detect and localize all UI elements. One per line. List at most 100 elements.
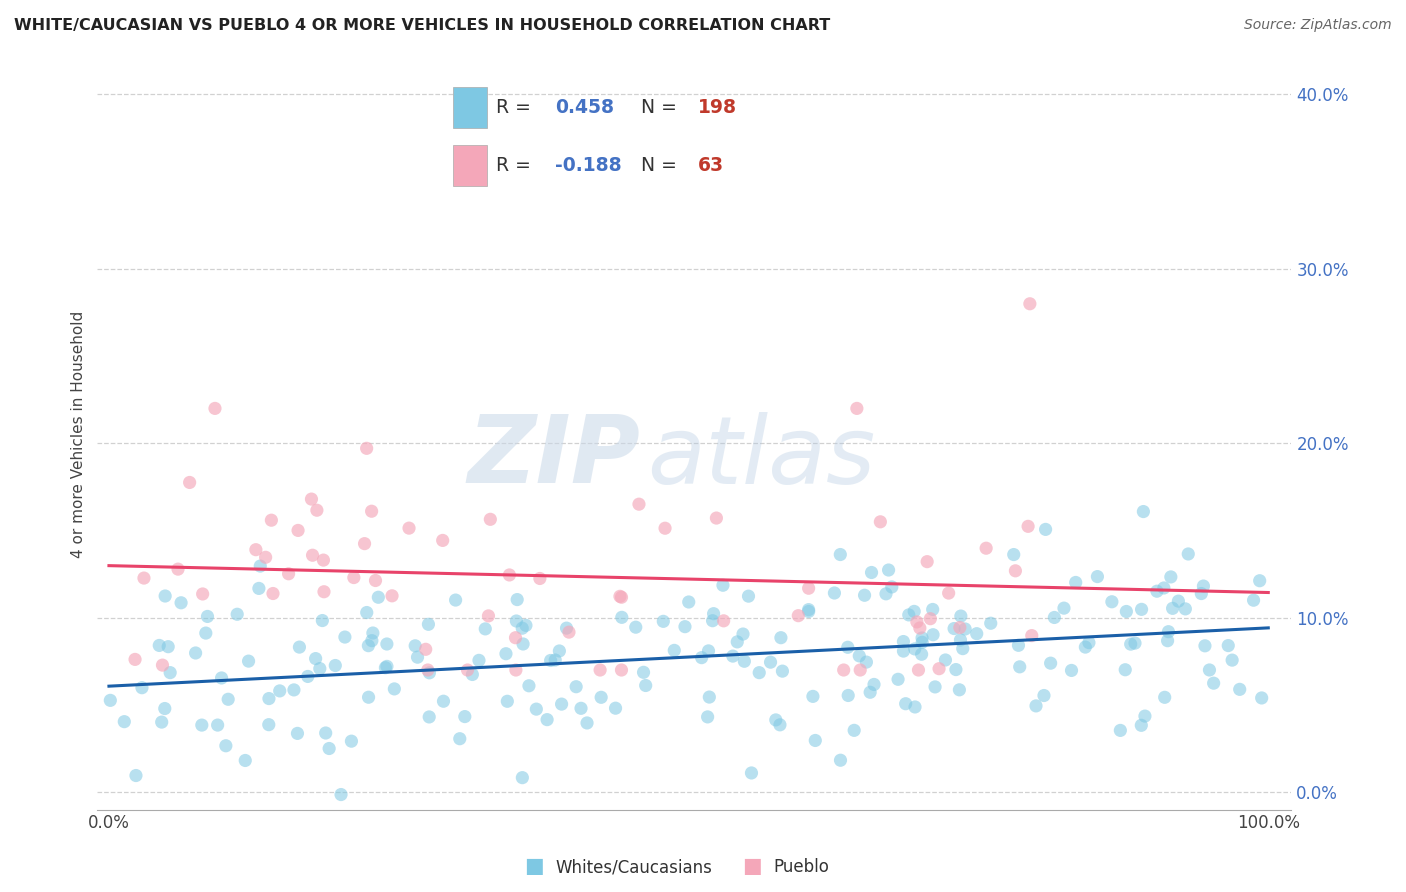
Point [468,653,491,667]
Point [1018,297,1040,311]
Point [1025,698,1047,713]
Point [949,632,972,647]
Point [934,653,956,667]
Point [1194,639,1216,653]
Point [1101,595,1123,609]
Point [952,641,974,656]
Point [191,718,214,732]
Point [257,717,280,731]
Point [1146,584,1168,599]
Point [1033,689,1056,703]
Text: ZIP: ZIP [468,411,641,503]
Point [287,726,309,740]
Point [748,665,770,680]
Point [238,654,260,668]
Point [837,640,859,655]
Point [479,512,502,526]
Point [797,602,820,616]
Point [1007,638,1029,652]
Point [361,626,384,640]
Point [1220,653,1243,667]
Point [1123,636,1146,650]
Text: Source: ZipAtlas.com: Source: ZipAtlas.com [1244,18,1392,32]
Point [312,553,335,567]
Point [1160,570,1182,584]
Point [418,710,440,724]
Text: WHITE/CAUCASIAN VS PUEBLO 4 OR MORE VEHICLES IN HOUSEHOLD CORRELATION CHART: WHITE/CAUCASIAN VS PUEBLO 4 OR MORE VEHI… [14,18,831,33]
Point [589,663,612,677]
Point [591,690,613,705]
Point [953,622,976,636]
Point [1119,637,1142,651]
Point [801,690,824,704]
Point [1087,569,1109,583]
Point [924,680,946,694]
Point [1202,676,1225,690]
Point [713,614,735,628]
Point [191,587,214,601]
Point [432,533,454,548]
Point [283,682,305,697]
Point [1250,690,1272,705]
Point [769,718,792,732]
Point [132,571,155,585]
Point [877,563,900,577]
Point [894,697,917,711]
Point [702,614,724,628]
Point [711,578,734,592]
Point [706,511,728,525]
Point [1109,723,1132,738]
Point [381,589,404,603]
Point [678,595,700,609]
Point [197,609,219,624]
Point [1167,594,1189,608]
Point [1035,522,1057,536]
Point [1130,602,1153,616]
Point [288,640,311,654]
Point [1004,564,1026,578]
Point [893,634,915,648]
Point [1243,593,1265,607]
Point [733,654,755,668]
Point [318,741,340,756]
Point [404,639,426,653]
Point [1198,663,1220,677]
Point [880,580,903,594]
Point [357,639,380,653]
Point [948,682,970,697]
Point [904,700,927,714]
Point [360,504,382,518]
Point [1132,504,1154,518]
Point [859,685,882,699]
Point [312,584,335,599]
Point [153,701,176,715]
Point [664,643,686,657]
Point [1174,602,1197,616]
Text: Pueblo: Pueblo [773,858,830,876]
Point [1008,660,1031,674]
Point [247,582,270,596]
Point [627,497,650,511]
Point [904,641,927,656]
Point [311,614,333,628]
Point [938,586,960,600]
Point [1077,635,1099,649]
Point [304,651,326,665]
Point [536,713,558,727]
Point [364,574,387,588]
Point [1177,547,1199,561]
Point [215,739,238,753]
Point [922,628,945,642]
Point [305,503,328,517]
Text: ■: ■ [742,856,762,876]
Point [737,589,759,603]
Point [1053,601,1076,615]
Point [673,620,696,634]
Point [544,653,567,667]
Point [124,652,146,666]
Point [921,602,943,616]
Point [1130,718,1153,732]
Point [194,626,217,640]
Point [624,620,647,634]
Point [356,606,378,620]
